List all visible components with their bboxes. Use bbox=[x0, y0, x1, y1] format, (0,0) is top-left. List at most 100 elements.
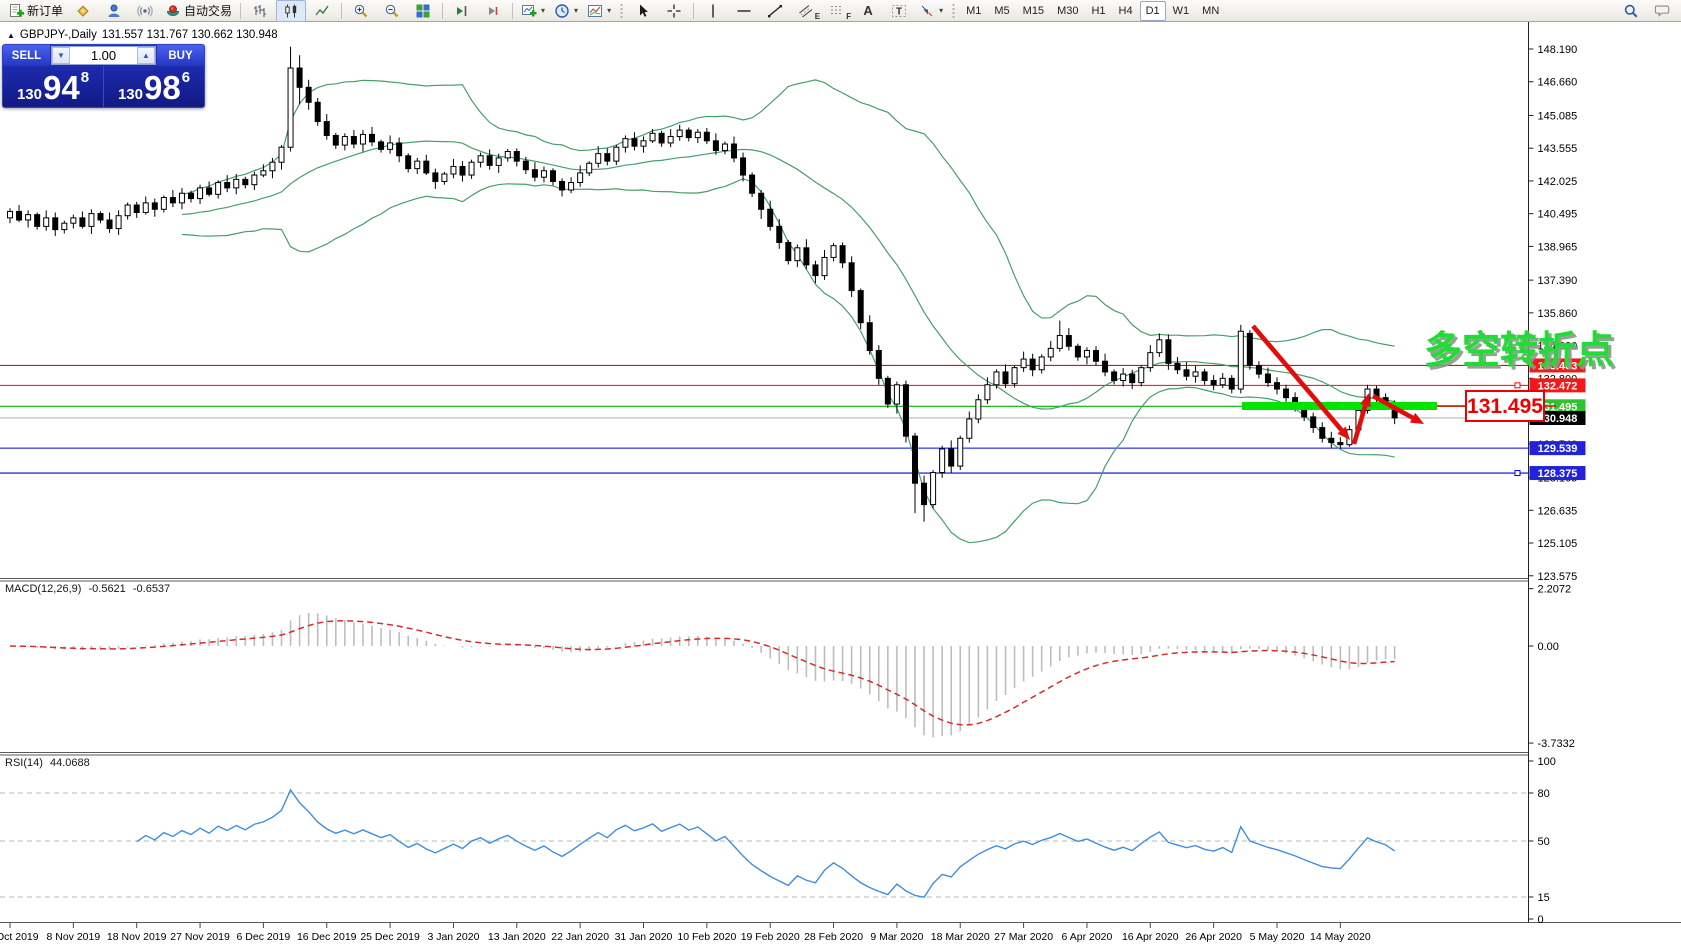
candle-body bbox=[369, 133, 375, 143]
candle-body bbox=[79, 217, 86, 227]
crosshair-tool-button[interactable] bbox=[659, 0, 689, 22]
candle-body bbox=[821, 256, 828, 277]
new-order-button[interactable]: 新订单 bbox=[4, 0, 67, 22]
candle-body bbox=[930, 472, 937, 506]
candle-body bbox=[1228, 377, 1235, 390]
zoom-out-icon bbox=[385, 4, 399, 17]
chart-shift-button[interactable] bbox=[447, 0, 477, 22]
tab-timeframe-d1[interactable]: D1 bbox=[1139, 0, 1166, 21]
trendline-tool-button[interactable] bbox=[760, 0, 790, 22]
toolbar-separator bbox=[512, 2, 514, 19]
candle-body bbox=[749, 174, 756, 194]
volume-increase-button[interactable]: ▲ bbox=[137, 47, 155, 64]
line-chart-mode-button[interactable] bbox=[307, 0, 337, 22]
candle-body bbox=[1102, 360, 1109, 373]
tab-timeframe-h4[interactable]: H4 bbox=[1118, 4, 1133, 17]
date-tick-label: 9 Mar 2020 bbox=[870, 931, 923, 943]
cursor-tool-button[interactable] bbox=[628, 0, 658, 22]
tab-timeframe-m30[interactable]: M30 bbox=[1057, 4, 1079, 17]
candle-body bbox=[540, 170, 547, 178]
buy-button[interactable]: BUY bbox=[157, 45, 204, 66]
support-highlight-bar[interactable] bbox=[1242, 402, 1437, 410]
tile-windows-button[interactable] bbox=[408, 0, 438, 22]
candle-body bbox=[1264, 373, 1271, 384]
hline-handle[interactable] bbox=[1514, 470, 1521, 477]
price-badge-133.403: 133.403 bbox=[1538, 360, 1578, 372]
market-watch-button[interactable] bbox=[68, 0, 98, 22]
buy-price[interactable]: 130 98 6 bbox=[104, 66, 204, 107]
candle-body bbox=[685, 129, 692, 139]
price-tick-label: 135.860 bbox=[1538, 308, 1578, 320]
templates-button[interactable]: ▾ bbox=[583, 0, 615, 22]
tab-timeframe-mn[interactable]: MN bbox=[1202, 4, 1220, 17]
price-tick-label: 138.965 bbox=[1538, 241, 1578, 253]
line-chart-icon bbox=[315, 5, 329, 15]
candle-body bbox=[495, 157, 502, 166]
tab-timeframe-m1[interactable]: M1 bbox=[966, 4, 982, 17]
search-button[interactable] bbox=[1616, 0, 1646, 22]
channel-tool-button[interactable]: E bbox=[791, 0, 821, 22]
new-chart-button[interactable]: ▾ bbox=[517, 0, 549, 22]
vertical-line-tool-button[interactable] bbox=[698, 0, 728, 22]
sell-price[interactable]: 130 94 8 bbox=[3, 66, 103, 107]
volume-decrease-button[interactable]: ▼ bbox=[52, 47, 70, 64]
date-tick-label: 6 Apr 2020 bbox=[1062, 931, 1113, 943]
tab-timeframe-h1[interactable]: H1 bbox=[1091, 4, 1106, 17]
chevron-down-icon: ▾ bbox=[541, 6, 546, 15]
candle-body bbox=[857, 290, 864, 324]
rsi-name: RSI(14) bbox=[5, 757, 43, 769]
date-tick-label: 30 Oct 2019 bbox=[0, 931, 39, 943]
candle-body bbox=[1156, 339, 1163, 354]
fibonacci-tool-button[interactable]: F bbox=[822, 0, 852, 22]
cursor-icon bbox=[640, 4, 649, 17]
auto-scroll-button[interactable] bbox=[478, 0, 508, 22]
candle-body bbox=[269, 161, 276, 172]
data-window-button[interactable] bbox=[99, 0, 129, 22]
period-button[interactable]: ▾ bbox=[550, 0, 582, 22]
hline-handle[interactable] bbox=[1514, 382, 1521, 389]
tab-timeframe-m15[interactable]: M15 bbox=[1022, 4, 1045, 17]
chat-button[interactable] bbox=[1647, 0, 1677, 22]
candle-body bbox=[133, 204, 140, 213]
price-flag[interactable]: 131.495 bbox=[1437, 390, 1556, 422]
tab-timeframe-m5[interactable]: M5 bbox=[994, 4, 1010, 17]
sell-button[interactable]: SELL bbox=[3, 45, 50, 66]
rsi-scale-label: 15 bbox=[1538, 892, 1550, 904]
zoom-in-button[interactable] bbox=[346, 0, 376, 22]
candle-body bbox=[649, 132, 656, 142]
buy-price-big: 98 bbox=[143, 69, 181, 106]
tab-timeframe-w1[interactable]: W1 bbox=[1172, 4, 1190, 17]
price-tick-label: 140.495 bbox=[1538, 209, 1578, 221]
collapse-symbol-icon[interactable]: ▲ bbox=[7, 30, 15, 40]
autotrading-button[interactable]: 自动交易 bbox=[161, 0, 236, 22]
arrows-tool-button[interactable]: ▾ bbox=[915, 0, 947, 22]
toolbar-grip[interactable] bbox=[619, 2, 625, 19]
candle-body bbox=[676, 129, 683, 138]
candle-body bbox=[504, 151, 511, 159]
bar-chart-mode-button[interactable] bbox=[245, 0, 275, 22]
new-order-label: 新订单 bbox=[27, 4, 64, 18]
text-tool-button[interactable]: A bbox=[853, 0, 883, 22]
broadcast-button[interactable] bbox=[130, 0, 160, 22]
horizontal-line-tool-button[interactable] bbox=[729, 0, 759, 22]
candle-body bbox=[341, 136, 348, 146]
text-label-tool-button[interactable]: T bbox=[884, 0, 914, 22]
candlestick-mode-button[interactable] bbox=[276, 0, 307, 22]
candle-body bbox=[124, 204, 131, 217]
candle-body bbox=[1065, 335, 1072, 347]
trend-arrows[interactable] bbox=[1251, 324, 1424, 445]
candle-body bbox=[233, 178, 240, 189]
candle-body bbox=[893, 384, 900, 405]
candle-body bbox=[25, 214, 32, 221]
candle-body bbox=[1111, 371, 1118, 381]
zoom-out-button[interactable] bbox=[377, 0, 407, 22]
date-tick-label: 31 Jan 2020 bbox=[615, 931, 673, 943]
volume-input[interactable]: 1.00 bbox=[90, 48, 117, 63]
price-tick-label: 143.555 bbox=[1538, 143, 1578, 155]
candle-body bbox=[513, 151, 520, 162]
toolbar-grip[interactable] bbox=[951, 2, 957, 19]
